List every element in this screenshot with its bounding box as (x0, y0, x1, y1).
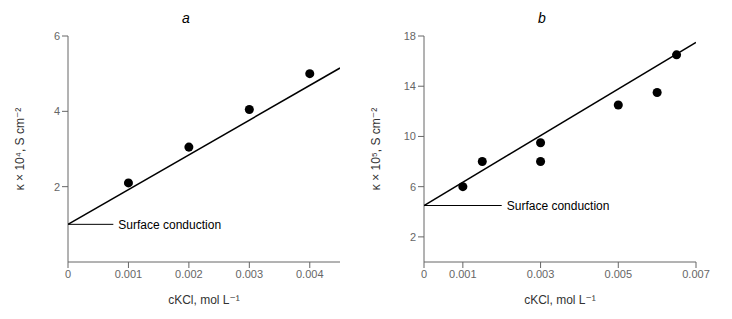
svg-text:0.005: 0.005 (605, 268, 633, 280)
svg-text:6: 6 (54, 30, 60, 42)
svg-text:κ × 10⁵, S cm⁻²: κ × 10⁵, S cm⁻² (369, 108, 383, 190)
svg-text:0.007: 0.007 (682, 268, 710, 280)
svg-text:18: 18 (404, 30, 416, 42)
svg-text:κ × 10⁴, S cm⁻²: κ × 10⁴, S cm⁻² (13, 108, 27, 191)
html-text:a: a (182, 10, 190, 26)
svg-text:0.001: 0.001 (115, 268, 143, 280)
svg-text:0: 0 (421, 268, 427, 280)
svg-text:0.003: 0.003 (527, 268, 555, 280)
svg-text:0.003: 0.003 (236, 268, 264, 280)
svg-text:14: 14 (404, 80, 416, 92)
svg-text:10: 10 (404, 130, 416, 142)
svg-text:2: 2 (54, 181, 60, 193)
svg-text:6: 6 (410, 181, 416, 193)
svg-text:0: 0 (65, 268, 71, 280)
svg-text:Surface conduction: Surface conduction (507, 199, 610, 213)
svg-text:0.002: 0.002 (175, 268, 203, 280)
html-text:b: b (538, 10, 546, 26)
svg-text:4: 4 (54, 105, 60, 117)
svg-text:0.001: 0.001 (449, 268, 477, 280)
svg-text:cKCl, mol L⁻¹: cKCl, mol L⁻¹ (524, 293, 596, 307)
svg-text:cKCl, mol L⁻¹: cKCl, mol L⁻¹ (168, 293, 240, 307)
svg-text:2: 2 (410, 231, 416, 243)
svg-text:0.004: 0.004 (296, 268, 324, 280)
svg-text:Surface conduction: Surface conduction (118, 218, 221, 232)
